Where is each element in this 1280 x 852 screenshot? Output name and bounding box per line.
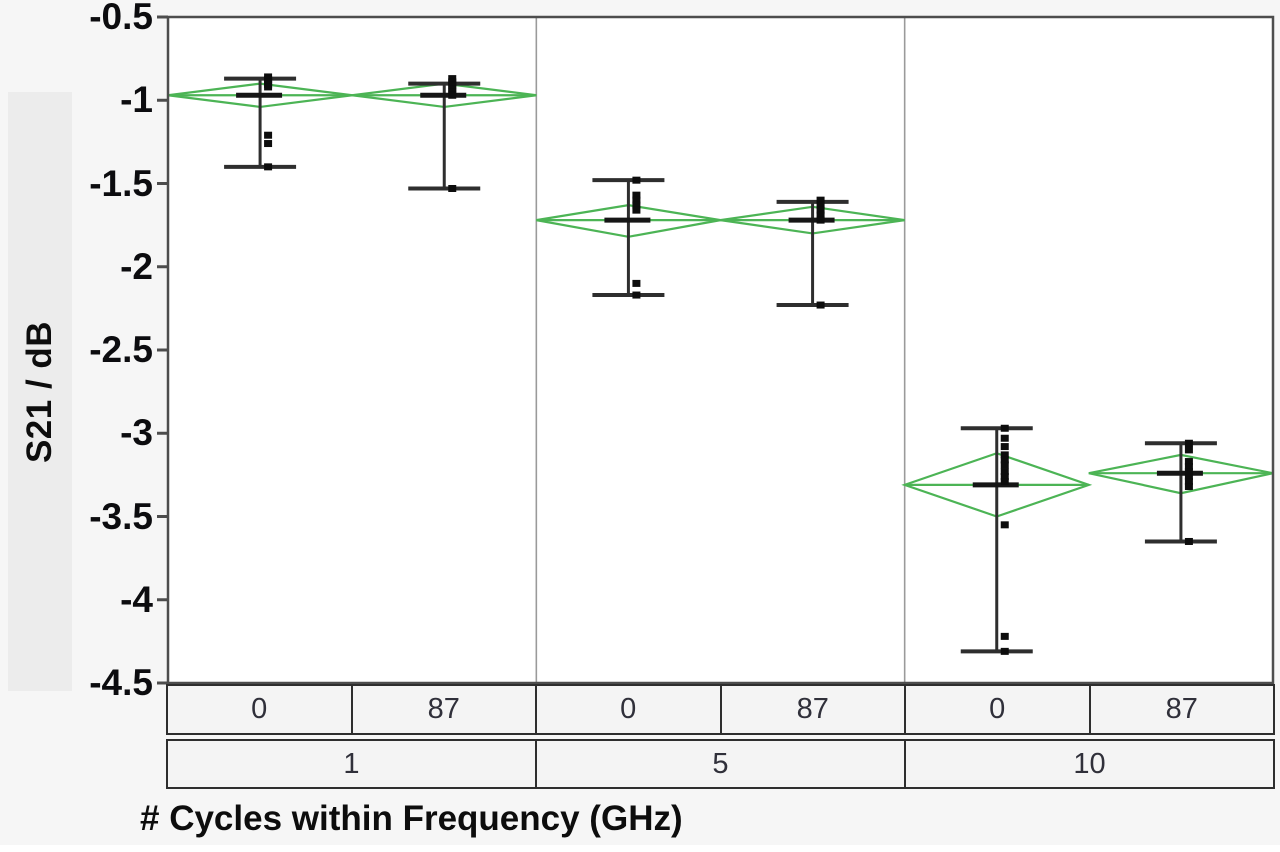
data-point: [1184, 463, 1193, 471]
data-point: [1184, 473, 1193, 481]
x-axis-title: # Cycles within Frequency (GHz): [140, 799, 683, 838]
data-point: [632, 176, 641, 184]
bottom-margin-strip: [0, 845, 1280, 852]
data-point: [1184, 468, 1193, 476]
plot-frame: [166, 15, 1275, 685]
data-point: [1000, 473, 1009, 481]
data-point: [632, 196, 641, 204]
data-point: [1000, 443, 1009, 451]
frequency-cell: 1: [168, 741, 537, 787]
data-point: [1000, 461, 1009, 469]
frequency-cell: 10: [1073, 747, 1106, 780]
cycles-label-row: 0 87 0 87 0 87: [166, 684, 1275, 735]
frequency-cell: 5: [537, 741, 906, 787]
plot-background: [168, 17, 1273, 683]
y-tick-label: -4.5: [89, 662, 153, 703]
cycles-cell: 0: [906, 686, 1091, 733]
data-point: [816, 206, 825, 214]
data-point: [632, 279, 641, 287]
data-point: [1000, 451, 1009, 459]
data-point: [264, 163, 273, 171]
data-point: [1000, 478, 1009, 486]
data-point: [1184, 537, 1193, 545]
y-tick-label: -4: [120, 578, 153, 620]
cycles-cell: 87: [353, 686, 537, 733]
y-tick-label: -1: [120, 79, 153, 121]
data-point: [264, 131, 273, 139]
y-tick-label: -0.5: [89, 0, 153, 37]
data-point: [1000, 468, 1009, 476]
data-point: [816, 211, 825, 219]
y-tick-label: -3.5: [89, 495, 153, 537]
data-point: [1184, 446, 1193, 454]
data-point: [264, 83, 273, 91]
y-axis-band: [8, 92, 72, 691]
data-point: [1000, 456, 1009, 464]
data-point: [632, 206, 641, 214]
cycles-cell: 0: [537, 686, 722, 733]
data-point: [1184, 483, 1193, 491]
data-point: [448, 91, 457, 99]
data-point: [264, 140, 273, 148]
data-point: [1000, 521, 1009, 529]
data-point: [816, 201, 825, 209]
data-point: [816, 216, 825, 224]
data-point: [1000, 424, 1009, 432]
data-point: [1000, 647, 1009, 655]
data-point: [816, 196, 825, 204]
data-point: [816, 301, 825, 309]
cycles-cell: 0: [168, 686, 353, 733]
data-point: [1000, 434, 1009, 442]
cycles-cell: 87: [722, 686, 906, 733]
data-point: [1000, 632, 1009, 640]
cycles-cell: 87: [1165, 693, 1198, 725]
data-point: [632, 291, 641, 299]
data-point: [632, 201, 641, 209]
y-tick-label: -3: [120, 412, 153, 454]
data-point: [1184, 478, 1193, 486]
data-point: [1184, 439, 1193, 447]
data-point: [632, 191, 641, 199]
data-point: [448, 184, 457, 192]
frequency-label-row: 1 5 10: [166, 739, 1275, 789]
y-tick-label: -1.5: [89, 162, 153, 204]
data-point: [1184, 458, 1193, 466]
y-tick-label: -2: [120, 245, 153, 287]
y-tick-label: -2.5: [89, 329, 153, 370]
